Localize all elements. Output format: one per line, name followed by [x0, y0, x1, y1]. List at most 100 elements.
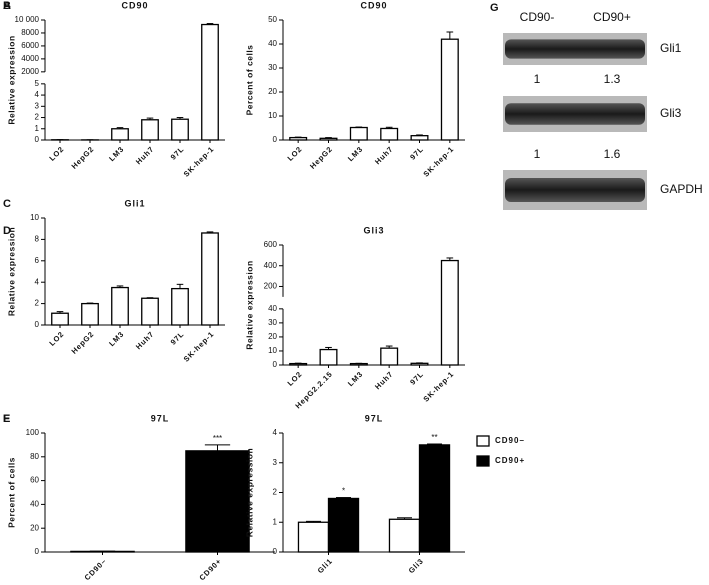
y-tick-label: 10 — [30, 213, 39, 222]
y-tick-label: 3 — [273, 458, 278, 467]
row-label: Gli3 — [660, 106, 682, 120]
legend-label: CD90+ — [495, 456, 525, 465]
bar — [319, 348, 338, 366]
y-tick-label: 2 — [35, 299, 40, 308]
bar — [440, 38, 459, 141]
ratio: 1.3 — [604, 72, 621, 86]
chart-title: CD90 — [121, 0, 148, 10]
bar — [440, 259, 459, 366]
bar — [171, 118, 189, 141]
legend-label: CD90– — [495, 436, 525, 445]
y-tick-label: 1 — [273, 517, 278, 526]
legend-swatch — [476, 455, 490, 467]
ratio: 1 — [534, 72, 541, 86]
y-axis-label: Relative expression — [244, 448, 254, 537]
x-tick-label: CD90+ — [197, 556, 223, 582]
bar — [81, 302, 99, 326]
x-tick-label: 97L — [169, 329, 186, 346]
x-tick-label: CD90– — [83, 556, 109, 582]
bar — [410, 135, 429, 141]
bar — [380, 127, 399, 141]
bar — [111, 128, 129, 141]
y-tick-label: 0 — [273, 360, 278, 369]
blot-band — [505, 178, 645, 202]
y-tick-label: 40 — [268, 39, 277, 48]
y-axis-label: Relative expression — [6, 227, 16, 316]
x-tick-label: LM3 — [107, 144, 126, 163]
x-tick-label: LO2 — [47, 329, 65, 347]
y-tick-label: 40 — [30, 500, 39, 509]
y-tick-label: 0 — [35, 547, 40, 556]
y-tick-label: 4 — [35, 277, 40, 286]
panel-label: D — [3, 225, 11, 237]
y-tick-label: 600 — [264, 240, 278, 249]
x-tick-label: Huh7 — [373, 144, 395, 166]
y-tick-label: 0 — [273, 547, 278, 556]
panel-label: E — [3, 413, 10, 425]
y-tick-label: 20 — [268, 332, 277, 341]
panel-label: G — [490, 2, 499, 14]
x-tick-label: SK-hep-1 — [421, 144, 455, 178]
bar — [201, 23, 219, 141]
y-tick-label: 400 — [264, 261, 278, 270]
bar — [185, 450, 250, 553]
y-tick-label: 3 — [35, 101, 40, 110]
blot-band — [505, 103, 645, 125]
y-tick-label: 8 — [35, 235, 40, 244]
bar — [349, 126, 368, 141]
chart-title: Gli1 — [124, 198, 145, 208]
panel-label: B — [3, 0, 11, 12]
x-tick-label: LM3 — [346, 144, 365, 163]
bar — [327, 497, 360, 553]
bar — [380, 347, 399, 366]
legend-swatch — [476, 435, 490, 447]
chart-title: Gli3 — [363, 225, 384, 235]
chart-title: CD90 — [360, 0, 387, 10]
row-label: GAPDH — [660, 182, 703, 196]
bar — [51, 312, 69, 326]
ratio: 1.6 — [604, 147, 621, 161]
y-tick-label: 10 000 — [15, 15, 40, 24]
bar — [201, 232, 219, 326]
bar — [141, 297, 159, 326]
x-tick-label: HepG2 — [70, 144, 96, 170]
y-tick-label: 0 — [35, 320, 40, 329]
y-tick-label: 30 — [268, 63, 277, 72]
chart-title: 97L — [151, 413, 170, 423]
panel-label: A — [3, 0, 11, 12]
y-tick-label: 200 — [264, 282, 278, 291]
annotation: *** — [213, 434, 222, 443]
x-tick-label: HepG2 — [70, 329, 96, 355]
y-tick-label: 4 — [35, 90, 40, 99]
row-label: Gli1 — [660, 41, 682, 55]
y-tick-label: 0 — [273, 135, 278, 144]
x-tick-label: Huh7 — [373, 369, 395, 391]
bar — [388, 518, 421, 553]
y-tick-label: 4 — [273, 428, 278, 437]
annotation: * — [342, 487, 345, 496]
y-tick-label: 6 — [35, 256, 40, 265]
y-tick-label: 5 — [35, 79, 40, 88]
x-tick-label: LM3 — [107, 329, 126, 348]
y-tick-label: 80 — [30, 452, 39, 461]
y-tick-label: 100 — [26, 428, 40, 437]
x-tick-label: Huh7 — [134, 329, 156, 351]
bar — [289, 136, 308, 141]
x-tick-label: 97L — [408, 369, 425, 386]
y-tick-label: 30 — [268, 318, 277, 327]
x-tick-label: Huh7 — [134, 144, 156, 166]
y-tick-label: 6000 — [21, 41, 39, 50]
x-tick-label: LO2 — [286, 144, 304, 162]
y-tick-label: 1 — [35, 124, 40, 133]
x-tick-label: LM3 — [346, 369, 365, 388]
chart-title: 97L — [365, 413, 384, 423]
bar — [111, 286, 129, 326]
y-tick-label: 2000 — [21, 67, 39, 76]
y-axis-label: Percent of cells — [6, 457, 16, 528]
lane-label: CD90- — [520, 10, 555, 24]
panel-label: C — [3, 198, 11, 210]
bar — [141, 119, 159, 141]
x-tick-label: LO2 — [47, 144, 65, 162]
